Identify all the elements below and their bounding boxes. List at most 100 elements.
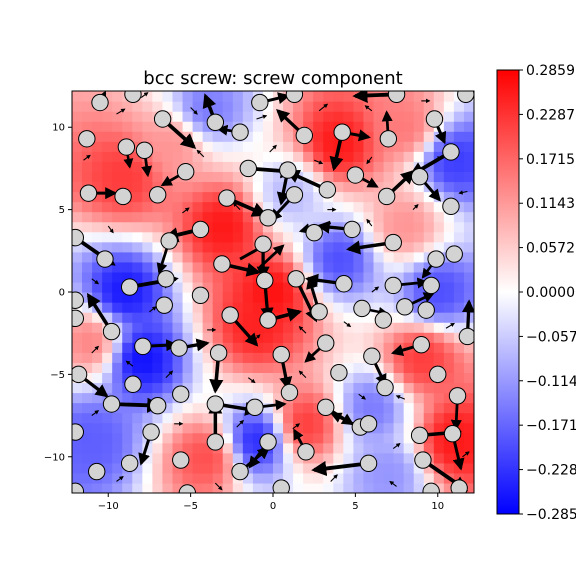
- heatmap-cell: [303, 101, 314, 112]
- heatmap-cell: [252, 432, 264, 444]
- heatmap-cell: [323, 442, 334, 454]
- heatmap-cell: [313, 131, 324, 142]
- atom-marker: [285, 186, 304, 204]
- heatmap-cell: [152, 221, 164, 233]
- heatmap-cell: [252, 362, 264, 373]
- heatmap-cell: [182, 372, 194, 384]
- heatmap-cell: [283, 141, 294, 152]
- heatmap-cell: [102, 422, 113, 434]
- heatmap-cell: [303, 261, 314, 273]
- heatmap-cell: [252, 352, 264, 363]
- heatmap-cell: [202, 201, 214, 213]
- heatmap-cell: [212, 281, 224, 293]
- heatmap-cell: [232, 452, 244, 464]
- heatmap-cell: [192, 161, 204, 172]
- heatmap-cell: [323, 151, 334, 162]
- heatmap-cell: [222, 111, 234, 122]
- heatmap-cell: [273, 141, 284, 152]
- heatmap-cell: [293, 111, 304, 122]
- heatmap-cell: [192, 241, 204, 253]
- heatmap-cell: [383, 271, 395, 283]
- heatmap-cell: [212, 452, 224, 464]
- heatmap-cell: [393, 482, 405, 493]
- heatmap-cell: [132, 292, 143, 303]
- heatmap-cell: [363, 312, 375, 323]
- heatmap-cell: [413, 402, 425, 414]
- heatmap-cell: [413, 372, 425, 384]
- heatmap-cell: [262, 382, 274, 394]
- heatmap-cell: [202, 261, 214, 273]
- heatmap-cell: [82, 312, 93, 323]
- heatmap-cell: [373, 271, 385, 283]
- heatmap-cell: [273, 372, 284, 384]
- heatmap-cell: [313, 91, 324, 102]
- heatmap-cell: [383, 392, 395, 404]
- heatmap-cell: [453, 111, 465, 122]
- heatmap-cell: [313, 392, 324, 404]
- atom-marker: [272, 345, 290, 364]
- heatmap-cell: [132, 171, 143, 183]
- heatmap-cell: [363, 382, 375, 394]
- atom-marker: [422, 276, 440, 295]
- atom-marker: [353, 299, 371, 318]
- heatmap-cell: [453, 221, 465, 233]
- heatmap-cell: [293, 462, 304, 474]
- colorbar: [496, 69, 520, 515]
- heatmap-cell: [192, 151, 204, 162]
- heatmap-cell: [252, 111, 264, 122]
- heatmap-cell: [242, 271, 254, 283]
- heatmap-cell: [273, 171, 284, 183]
- heatmap-cell: [453, 121, 465, 132]
- heatmap-cell: [293, 201, 304, 213]
- heatmap-cell: [202, 312, 214, 323]
- heatmap-cell: [323, 412, 334, 424]
- heatmap-cell: [323, 161, 334, 172]
- heatmap-cell: [232, 372, 244, 384]
- heatmap-cell: [463, 211, 474, 223]
- heatmap-cell: [463, 121, 474, 132]
- heatmap-cell: [403, 312, 415, 323]
- heatmap-cell: [112, 261, 123, 273]
- heatmap-cell: [403, 402, 415, 414]
- heatmap-cell: [403, 191, 415, 203]
- heatmap-cell: [393, 161, 405, 172]
- heatmap-cell: [82, 151, 93, 162]
- heatmap-cell: [393, 422, 405, 434]
- atom-marker: [448, 387, 467, 405]
- heatmap-cell: [383, 452, 395, 464]
- heatmap-cell: [403, 452, 415, 464]
- heatmap-cell: [403, 292, 415, 303]
- heatmap-cell: [443, 111, 455, 122]
- heatmap-cell: [273, 462, 284, 474]
- heatmap-cell: [242, 131, 254, 142]
- heatmap-cell: [283, 151, 294, 162]
- heatmap-cell: [373, 111, 385, 122]
- heatmap-cell: [132, 332, 143, 343]
- heatmap-cell: [202, 452, 214, 464]
- heatmap-cell: [453, 271, 465, 283]
- heatmap-cell: [262, 402, 274, 414]
- heatmap-cell: [122, 221, 133, 233]
- heatmap-cell: [433, 422, 445, 434]
- heatmap-cell: [172, 151, 184, 162]
- heatmap-cell: [112, 141, 123, 152]
- heatmap-cell: [433, 402, 445, 414]
- heatmap-cell: [463, 342, 474, 353]
- atom-marker: [310, 303, 328, 321]
- heatmap-cell: [373, 281, 385, 293]
- heatmap-cell: [262, 181, 274, 193]
- heatmap-cell: [293, 221, 304, 233]
- heatmap-cell: [132, 161, 143, 172]
- heatmap-cell: [283, 131, 294, 142]
- heatmap-cell: [182, 251, 194, 263]
- heatmap-cell: [152, 312, 164, 323]
- heatmap-cell: [283, 432, 294, 444]
- heatmap-cell: [122, 161, 133, 172]
- heatmap-cell: [92, 312, 103, 323]
- heatmap-cell: [423, 101, 435, 112]
- heatmap-cell: [162, 261, 174, 273]
- heatmap-cell: [92, 131, 103, 142]
- atom-marker: [333, 123, 351, 141]
- heatmap-cell: [343, 362, 354, 373]
- heatmap-cell: [303, 482, 314, 493]
